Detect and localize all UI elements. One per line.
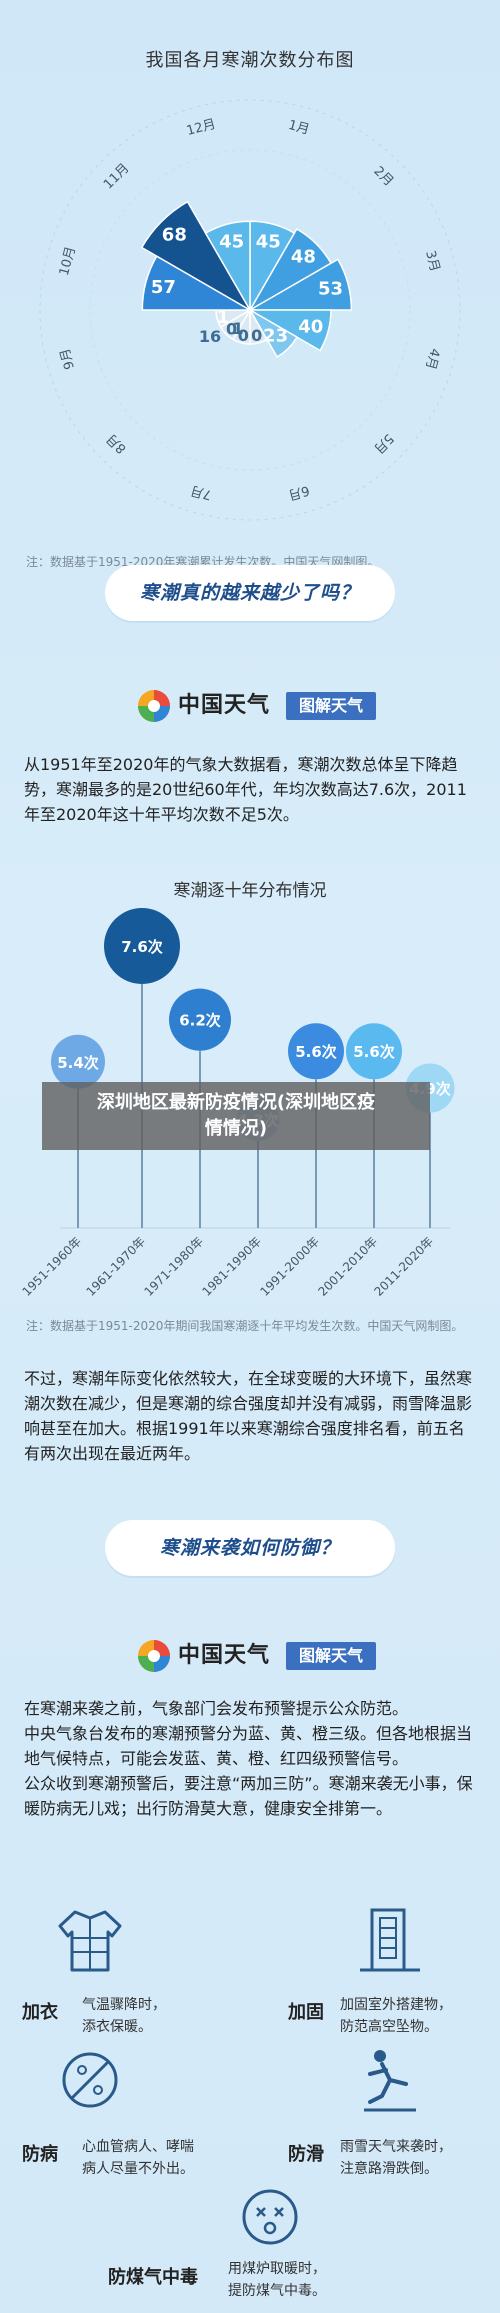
- decade-tick-label: 1981-1990年: [199, 1234, 264, 1299]
- tip-line: 雨雪天气来袭时，: [340, 2139, 452, 2155]
- brand-badge: 图解天气: [286, 1642, 376, 1670]
- rose-month-label: 6月: [287, 482, 311, 502]
- decade-tick-label: 1971-1980年: [141, 1234, 206, 1299]
- decade-value-label: 7.6次: [121, 938, 163, 956]
- section2-banner-text: 寒潮来袭如何防御？: [159, 1537, 340, 1559]
- tip-label-building: 加固: [288, 2002, 324, 2023]
- tip-line: 气温骤降时，: [82, 1997, 166, 2013]
- decade-value-label: 5.4次: [57, 1054, 99, 1072]
- rose-month-label: 11月: [101, 161, 132, 192]
- rose-value-label: 48: [291, 247, 316, 268]
- tip-line: 心血管病人、哮喘: [82, 2139, 194, 2155]
- tip-label-slip: 防滑: [288, 2144, 324, 2165]
- brand-name: 中国天气: [178, 693, 271, 718]
- brand-badge: 图解天气: [286, 692, 376, 720]
- rose-value-label: 68: [162, 224, 187, 245]
- rose-month-label: 9月: [58, 347, 78, 371]
- rose-extra-label: 16: [199, 327, 221, 346]
- decade-bubble: [346, 1023, 402, 1080]
- rose-value-label: 45: [256, 232, 281, 253]
- chart1-title: 我国各月寒潮次数分布图: [145, 50, 355, 71]
- decade-bubble: [169, 988, 231, 1051]
- paragraph-2: 不过，寒潮年际变化依然较大，在全球变暖的大环境下，虽然寒潮次数在减少，但是寒潮的…: [24, 1369, 473, 1463]
- rose-month-label: 3月: [422, 249, 442, 273]
- decade-tick-label: 1991-2000年: [257, 1234, 322, 1299]
- tip-text-disease: 心血管病人、哮喘 病人尽量不外出。: [82, 2136, 194, 2180]
- tip-line: 病人尽量不外出。: [82, 2161, 194, 2177]
- decade-value-label: 5.6次: [353, 1043, 395, 1061]
- rose-month-label: 1月: [287, 118, 311, 138]
- paragraph-1: 从1951年至2020年的气象大数据看，寒潮次数总体呈下降趋势，寒潮最多的是20…: [24, 755, 467, 824]
- rose-month-label: 12月: [185, 117, 217, 139]
- brand-name: 中国天气: [178, 1643, 271, 1668]
- decade-bubble: [288, 1023, 344, 1080]
- tip-line: 注意路滑跌倒。: [340, 2161, 438, 2177]
- tip-text-slip: 雨雪天气来袭时， 注意路滑跌倒。: [340, 2136, 452, 2180]
- section2-banner: 寒潮来袭如何防御？: [105, 1520, 395, 1576]
- tip-line: 提防煤气中毒。: [228, 2283, 326, 2299]
- decade-bubble: [104, 908, 180, 985]
- section1-banner: 寒潮真的越来越少了吗？: [105, 565, 395, 621]
- rose-month-label: 2月: [370, 164, 396, 190]
- rose-value-label: 1: [217, 307, 230, 328]
- rose-value-label: 23: [263, 326, 288, 347]
- tip-line: 加固室外搭建物，: [340, 1997, 452, 2013]
- chart2-title: 寒潮逐十年分布情况: [173, 881, 327, 901]
- tip-label-disease: 防病: [22, 2144, 58, 2165]
- slip-icon: [364, 2050, 416, 2112]
- rose-sector: [140, 200, 253, 313]
- rose-value-label: 0: [238, 326, 249, 345]
- decade-bubble: [51, 1034, 105, 1089]
- decade-value-label: 6.2次: [179, 1012, 221, 1030]
- rose-month-label: 7月: [189, 482, 213, 502]
- rose-sector: [204, 220, 251, 313]
- tip-text-jacket: 气温骤降时， 添衣保暖。: [82, 1994, 166, 2038]
- tip-line: 防范高空坠物。: [340, 2019, 438, 2035]
- overlay-caption: 深圳地区最新防疫情况(深圳地区疫 情情况): [42, 1082, 430, 1150]
- rose-month-label: 10月: [57, 245, 79, 277]
- weather-logo-icon: [138, 1640, 170, 1672]
- decade-tick-label: 2011-2020年: [371, 1234, 436, 1299]
- paragraph-3: 在寒潮来袭之前，气象部门会发布预警提示公众防范。 中央气象台发布的寒潮预警分为蓝…: [24, 1696, 479, 1821]
- tips-grid: 加衣 气温骤降时， 添衣保暖。 加固 加固室外搭建物， 防范高空坠物。 防病 心…: [0, 1900, 500, 2310]
- tip-text-gas: 用煤炉取暖时， 提防煤气中毒。: [228, 2258, 326, 2302]
- building-icon: [360, 1908, 420, 1972]
- overlay-line-2: 情情况): [204, 1118, 268, 1139]
- dizzy-face-icon: [242, 2189, 298, 2245]
- rose-value-label: 45: [219, 232, 244, 253]
- rose-month-label: 8月: [104, 430, 130, 456]
- virus-icon: [62, 2052, 118, 2108]
- decade-tick-label: 1961-1970年: [83, 1234, 148, 1299]
- tip-text-building: 加固室外搭建物， 防范高空坠物。: [340, 1994, 452, 2038]
- tip-label-jacket: 加衣: [22, 2002, 58, 2023]
- tip-line: 用煤炉取暖时，: [228, 2261, 326, 2277]
- tip-label-gas: 防煤气中毒: [108, 2267, 198, 2288]
- weather-logo-icon: [138, 690, 170, 722]
- rose-value-label: 57: [151, 277, 176, 298]
- rose-sector: [247, 307, 298, 358]
- rose-extra-label: 1: [232, 319, 243, 338]
- rose-month-label: 4月: [422, 347, 442, 371]
- overlay-line-1: 深圳地区最新防疫情况(深圳地区疫: [96, 1092, 376, 1113]
- decade-tick-label: 1951-1960年: [19, 1234, 84, 1299]
- decade-value-label: 5.6次: [295, 1043, 337, 1061]
- rose-value-label: 0: [251, 326, 262, 345]
- chart2-note: 注：数据基于1951-2020年期间我国寒潮逐十年平均发生次数。中国天气网制图。: [26, 1319, 464, 1333]
- tip-line: 添衣保暖。: [82, 2019, 152, 2035]
- paragraph-3-line-2: 中央气象台发布的寒潮预警分为蓝、黄、橙三级。但各地根据当地气候特点，可能会发蓝、…: [24, 1724, 473, 1768]
- rose-month-label: 5月: [370, 430, 396, 456]
- section1-banner-text: 寒潮真的越来越少了吗？: [139, 582, 360, 604]
- paragraph-3-line-1: 在寒潮来袭之前，气象部门会发布预警提示公众防范。: [24, 1699, 409, 1718]
- rose-sector: [247, 309, 332, 352]
- paragraph-3-line-3: 公众收到寒潮预警后，要注意“两加三防”。寒潮来袭无小事，保暖防病无儿戏；出行防滑…: [24, 1774, 473, 1818]
- rose-value-label: 40: [298, 316, 323, 337]
- rose-sector: [247, 258, 353, 311]
- jacket-icon: [58, 1910, 122, 1972]
- rose-value-label: 53: [318, 278, 343, 299]
- rose-value-label: 0: [226, 319, 237, 338]
